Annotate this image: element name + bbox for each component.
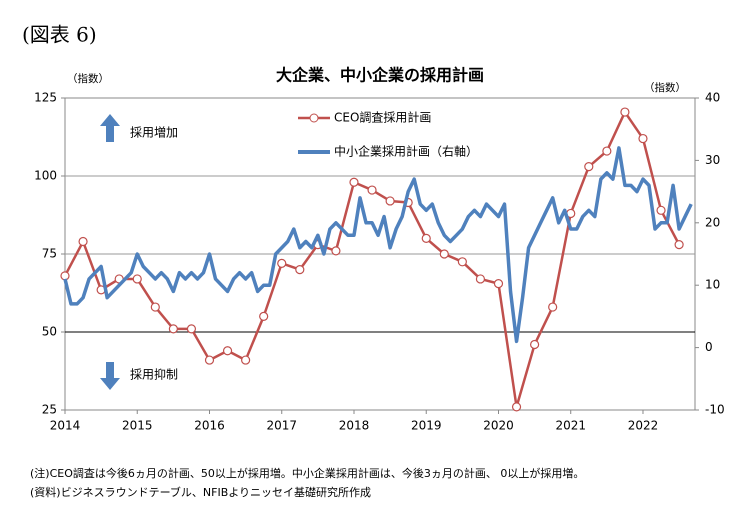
x-tick-label: 2019 bbox=[411, 419, 442, 433]
y2-tick-label: 10 bbox=[705, 278, 720, 292]
point bbox=[60, 271, 70, 281]
y2-axis-label: （指数） bbox=[644, 81, 686, 94]
point bbox=[204, 355, 215, 365]
x-tick-label: 2014 bbox=[50, 419, 81, 433]
y-axis-label: （指数） bbox=[67, 72, 109, 85]
chart-title: 大企業、中小企業の採用計画 bbox=[276, 66, 484, 85]
note: (資料)ビジネスラウンドテーブル、NFIBよりニッセイ基礎研究所作成 bbox=[30, 485, 371, 499]
y2-tick-label: 30 bbox=[705, 153, 720, 167]
point bbox=[656, 205, 666, 215]
legend-label: 中小企業採用計画（右軸） bbox=[334, 144, 478, 159]
point bbox=[277, 258, 287, 268]
point bbox=[295, 265, 305, 275]
y-tick-label: 100 bbox=[34, 169, 57, 183]
point bbox=[530, 339, 540, 350]
point bbox=[511, 402, 522, 412]
figure-header: (図表 6) bbox=[22, 23, 97, 47]
point bbox=[475, 274, 486, 284]
point bbox=[168, 324, 178, 334]
annotation: 採用増加 bbox=[130, 126, 178, 140]
point bbox=[222, 346, 233, 356]
point bbox=[331, 246, 341, 256]
y2-tick-label: 20 bbox=[705, 215, 720, 229]
point bbox=[439, 249, 449, 259]
point bbox=[620, 107, 630, 117]
point bbox=[421, 233, 431, 243]
x-tick-label: 2017 bbox=[266, 419, 297, 433]
y-tick-label: 125 bbox=[34, 91, 57, 105]
point bbox=[367, 185, 377, 195]
x-tick-label: 2018 bbox=[339, 419, 370, 433]
y-tick-label: 25 bbox=[42, 403, 57, 417]
point bbox=[548, 302, 558, 312]
y-tick-label: 50 bbox=[42, 325, 57, 339]
point bbox=[241, 355, 251, 365]
x-tick-label: 2021 bbox=[555, 419, 586, 433]
y-tick-label: 75 bbox=[42, 247, 57, 261]
x-tick-label: 2022 bbox=[628, 419, 659, 433]
down-arrow bbox=[100, 362, 120, 390]
x-tick-label: 2015 bbox=[122, 419, 153, 433]
y2-tick-label: 40 bbox=[705, 91, 720, 105]
point bbox=[674, 240, 684, 250]
legend-label: CEO調査採用計画 bbox=[334, 110, 431, 125]
y2-tick-label: -10 bbox=[705, 403, 725, 417]
annotation: 採用抑制 bbox=[130, 367, 178, 382]
point bbox=[602, 146, 612, 156]
up-arrow bbox=[100, 114, 120, 142]
legend-marker bbox=[309, 113, 319, 123]
y2-tick-label: 0 bbox=[705, 340, 713, 354]
note: (注)CEO調査は今後6ヵ月の計画、50以上が採用増。中小企業採用計画は、今後3… bbox=[30, 466, 584, 480]
point bbox=[150, 302, 160, 312]
point bbox=[638, 133, 648, 144]
point bbox=[132, 274, 142, 284]
point bbox=[186, 324, 197, 334]
point bbox=[259, 311, 269, 321]
point bbox=[584, 162, 594, 172]
point bbox=[493, 279, 504, 289]
point bbox=[349, 177, 359, 187]
point bbox=[78, 236, 88, 247]
point bbox=[457, 257, 467, 267]
x-tick-label: 2016 bbox=[194, 419, 225, 433]
x-tick-label: 2020 bbox=[483, 419, 514, 433]
point bbox=[385, 196, 395, 206]
series-line bbox=[63, 146, 693, 344]
